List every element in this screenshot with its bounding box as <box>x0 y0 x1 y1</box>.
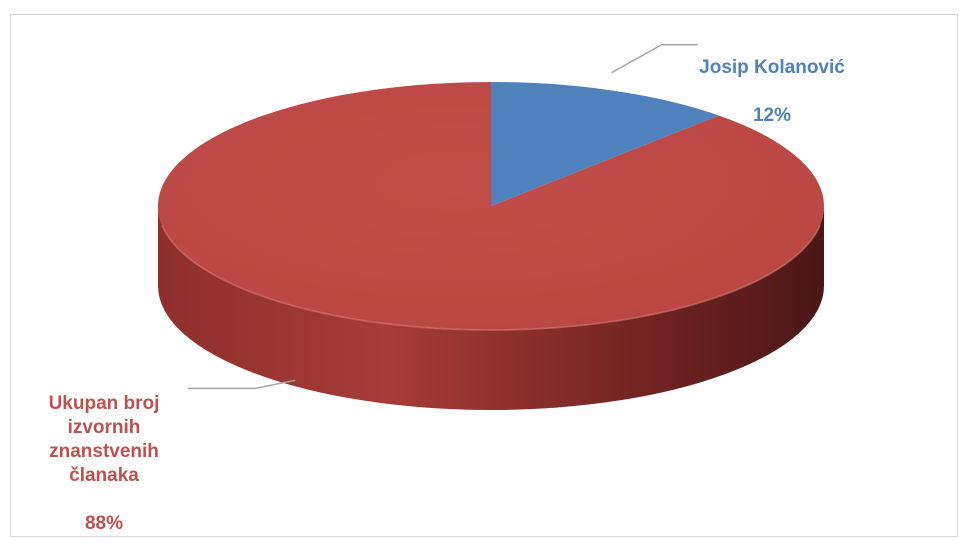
data-label-percent: 12% <box>752 105 792 126</box>
pie-rim-highlight <box>161 225 821 331</box>
pie-slice <box>158 82 825 331</box>
data-label-ukupan-broj: Ukupan broj izvornih znanstvenih članaka… <box>14 368 194 560</box>
pie-slice-side <box>158 206 824 410</box>
leader-line <box>188 379 296 390</box>
leader-line <box>611 43 698 74</box>
data-label-name: Ukupan broj izvornih znanstvenih članaka <box>48 393 160 486</box>
pie-chart <box>158 43 825 410</box>
data-label-josip-kolanovic: Josip Kolanović 12% <box>672 32 872 152</box>
data-label-name: Josip Kolanović <box>699 57 845 78</box>
data-label-percent: 88% <box>84 513 124 534</box>
pie-slice <box>491 82 719 206</box>
